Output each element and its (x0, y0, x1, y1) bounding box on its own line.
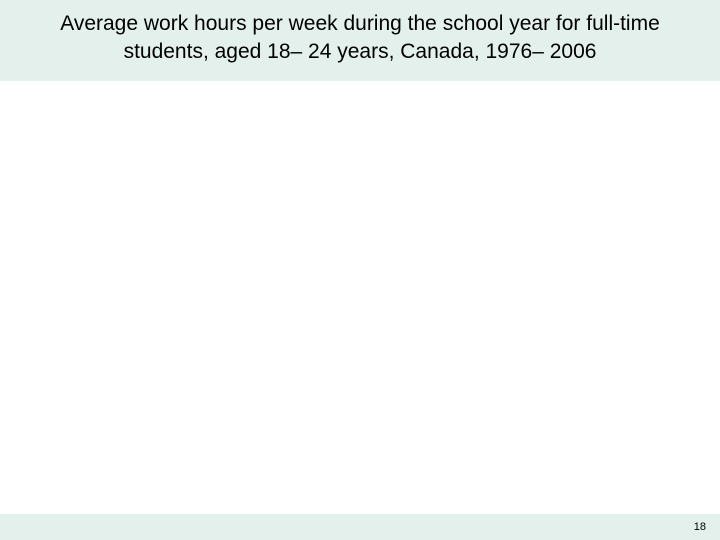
page-number: 18 (694, 521, 706, 533)
slide-title: Average work hours per week during the s… (18, 10, 702, 67)
title-band: Average work hours per week during the s… (0, 0, 720, 81)
footer-band: 18 (0, 514, 720, 540)
